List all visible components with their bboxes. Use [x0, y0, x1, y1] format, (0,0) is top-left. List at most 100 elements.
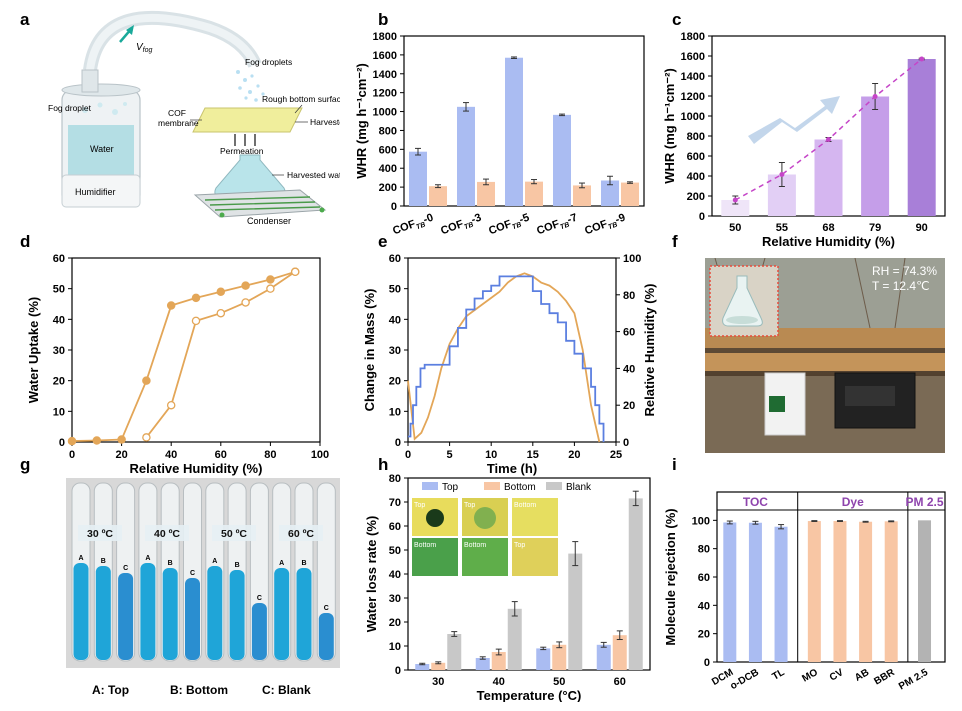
- e-x-tick-label: 15: [527, 449, 539, 461]
- c-bar: [814, 139, 843, 216]
- harvested-water-label: Harvested water: [287, 170, 340, 180]
- cof-membrane-label-2: membrane: [158, 118, 199, 128]
- humidifier-label: Humidifier: [75, 187, 116, 197]
- c-x-tick-label: 55: [776, 222, 788, 234]
- b-y-tick-label: 0: [391, 201, 397, 213]
- panel-letter-c: c: [672, 10, 682, 29]
- b-x-tick-label: COFTB-9: [583, 212, 628, 240]
- b-bar: [573, 185, 591, 206]
- h-bar-bottom: [431, 662, 446, 670]
- d-point-adsorption: [241, 281, 250, 290]
- d-point-desorption: [191, 316, 201, 326]
- d-point-adsorption: [92, 436, 102, 445]
- b-y-tick-label: 400: [379, 163, 397, 175]
- g-tube-label: B: [235, 562, 240, 569]
- panel-letter-f: f: [672, 232, 678, 251]
- b-x-tick-label: COFTB-3: [439, 212, 484, 240]
- g-liquid: [162, 568, 178, 660]
- h-bar-top: [596, 644, 611, 670]
- panel-letter-h: h: [378, 455, 389, 474]
- g-temp-label: 30 ºC: [87, 528, 113, 540]
- h-y-tick-label: 50: [389, 545, 401, 557]
- fog-droplet-label: Fog droplet: [48, 103, 92, 113]
- h-bar-bottom: [612, 635, 627, 670]
- d-x-axis-label: Relative Humidity (%): [130, 461, 263, 476]
- h-y-tick-label: 20: [389, 617, 401, 629]
- h-bar-bottom: [552, 644, 567, 670]
- d-x-tick-label: 20: [115, 449, 127, 461]
- d-point-desorption: [290, 267, 300, 277]
- e-y2-tick-label: 20: [623, 400, 635, 412]
- h-y-tick-label: 30: [389, 593, 401, 605]
- g-temp-box: [78, 525, 122, 541]
- b-bar: [525, 181, 543, 206]
- plot-frame: [407, 257, 617, 443]
- d-x-tick-label: 40: [165, 449, 177, 461]
- g-temp-box: [212, 525, 256, 541]
- caption-b-bottom: B: Bottom: [170, 683, 228, 697]
- photo-f-rh: RH = 74.3%: [871, 264, 937, 278]
- b-bar: [553, 114, 571, 206]
- i-y-axis-label: Molecule rejection (%): [663, 508, 678, 645]
- c-x-axis-label: Relative Humidity (%): [762, 234, 895, 249]
- i-y-tick-label: 20: [698, 629, 710, 641]
- i-bar: [859, 521, 873, 662]
- c-y-tick-label: 600: [687, 151, 705, 163]
- b-bar: [409, 151, 427, 206]
- e-x-tick-label: 20: [568, 449, 580, 461]
- d-point-adsorption: [166, 301, 176, 310]
- g-tube-label: B: [168, 560, 173, 567]
- i-group-label: TOC: [743, 495, 768, 509]
- h-bar-bottom: [491, 652, 506, 670]
- panel-letter-i: i: [672, 455, 677, 474]
- e-y2-tick-label: 0: [623, 437, 629, 449]
- g-liquid: [95, 566, 111, 660]
- i-x-tick-label: BBR: [872, 667, 897, 688]
- plot-frame: [407, 477, 651, 671]
- d-point-adsorption: [266, 275, 275, 284]
- b-bar: [601, 180, 619, 206]
- h-inset-label: Top: [464, 502, 475, 509]
- c-x-tick-label: 68: [822, 222, 834, 234]
- b-y-tick-label: 600: [379, 144, 397, 156]
- i-bar: [807, 521, 821, 662]
- g-temp-box: [145, 525, 189, 541]
- d-line-adsorption: [71, 270, 296, 442]
- g-liquid: [274, 568, 290, 660]
- i-bar: [833, 521, 847, 662]
- panel-letter-b: b: [378, 10, 389, 29]
- photo-outdoor-setup: RH = 74.3% T = 12.4℃: [705, 258, 945, 453]
- g-tube-label: B: [301, 560, 306, 567]
- e-y-tick-label: 0: [395, 437, 401, 449]
- h-bar-top: [415, 664, 430, 670]
- condenser-label: Condenser: [247, 216, 291, 225]
- h-inset-label: Bottom: [514, 502, 536, 509]
- e-y-tick-label: 20: [389, 376, 401, 388]
- i-x-tick-label: MO: [800, 667, 820, 685]
- c-trend-line: [734, 58, 923, 201]
- e-y-axis-label-right: Relative Humidity (%): [642, 284, 657, 417]
- i-x-tick-label: AB: [853, 667, 871, 684]
- e-y-tick-label: 10: [389, 406, 401, 418]
- b-y-tick-label: 1000: [373, 107, 397, 119]
- b-y-axis-label: WHR (mg h⁻¹cm⁻²): [354, 63, 369, 179]
- h-bar-blank: [628, 498, 643, 670]
- d-line-desorption: [145, 271, 296, 438]
- g-liquid: [318, 613, 334, 660]
- i-y-tick-label: 0: [704, 657, 710, 669]
- h-y-tick-label: 0: [395, 665, 401, 677]
- h-bar-blank: [447, 634, 462, 670]
- panel-letter-e: e: [378, 232, 388, 251]
- cof-membrane-label-1: COF: [168, 108, 186, 118]
- i-bar: [748, 522, 762, 662]
- c-y-tick-label: 1000: [681, 111, 705, 123]
- g-liquid: [296, 568, 312, 660]
- b-bar: [505, 57, 523, 206]
- h-x-tick-label: 30: [432, 676, 444, 688]
- b-y-tick-label: 1400: [373, 69, 397, 81]
- h-inset-label: Bottom: [464, 542, 486, 549]
- d-x-tick-label: 0: [69, 449, 75, 461]
- b-y-tick-label: 800: [379, 125, 397, 137]
- d-y-tick-label: 0: [59, 437, 65, 449]
